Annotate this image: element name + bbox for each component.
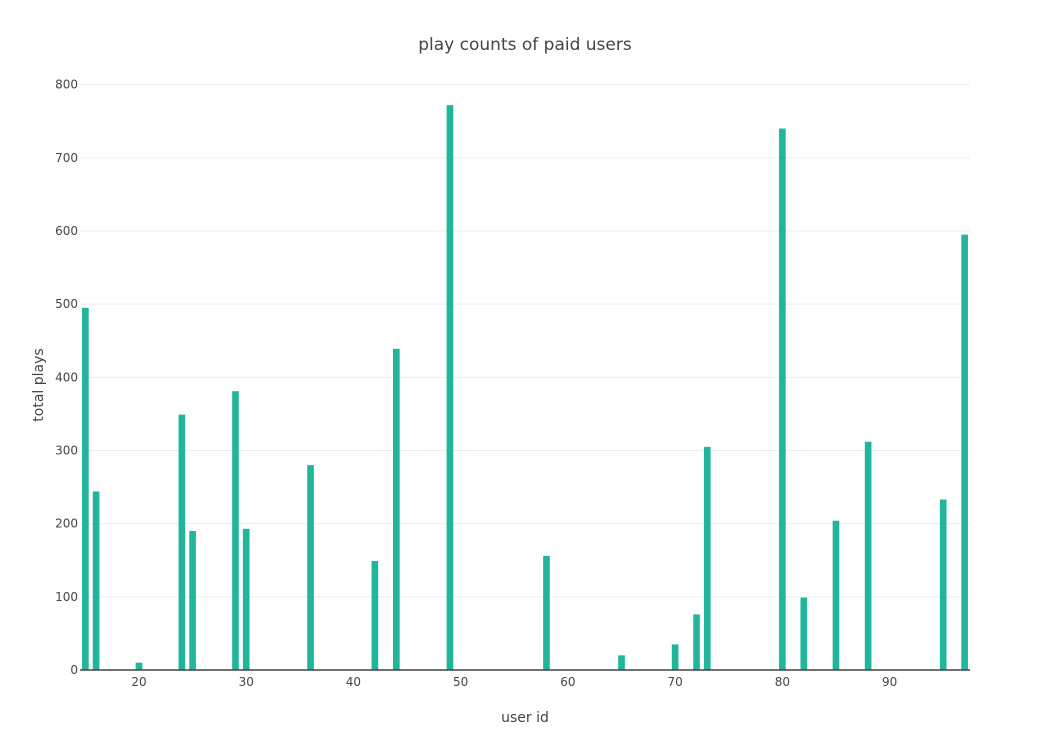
- bar-user-20: [135, 662, 143, 670]
- bar-user-15: [82, 307, 89, 670]
- bar-user-42: [371, 560, 379, 670]
- bar-user-16: [92, 491, 100, 670]
- x-tick-label: 90: [882, 675, 897, 689]
- x-axis-ticks: 20 30 40 50 60 70 80 90: [131, 675, 897, 689]
- bar-user-85: [832, 520, 840, 670]
- bar-user-82: [800, 597, 808, 670]
- y-axis-ticks: 0 100 200 300 400 500 600 700 800: [55, 78, 78, 677]
- bar-user-36: [307, 465, 314, 670]
- bar-user-70: [671, 644, 679, 670]
- y-tick-label: 700: [55, 151, 78, 165]
- y-tick-label: 500: [55, 297, 78, 311]
- bar-user-24: [178, 414, 186, 670]
- y-tick-label: 300: [55, 443, 78, 457]
- bar-user-30: [242, 528, 250, 670]
- bar-user-65: [618, 655, 625, 670]
- x-tick-label: 30: [239, 675, 254, 689]
- bar-user-29: [232, 391, 239, 670]
- x-tick-label: 20: [131, 675, 146, 689]
- chart-title: play counts of paid users: [418, 35, 632, 55]
- x-tick-label: 50: [453, 675, 468, 689]
- bar-user-58: [543, 555, 550, 670]
- bar-user-80: [779, 128, 786, 670]
- grid-lines: [80, 84, 970, 598]
- x-tick-label: 40: [346, 675, 361, 689]
- y-tick-label: 600: [55, 224, 78, 238]
- x-axis-title: user id: [501, 710, 549, 726]
- bar-user-95: [939, 499, 947, 670]
- x-tick-label: 60: [560, 675, 575, 689]
- y-tick-label: 200: [55, 517, 78, 531]
- y-axis-title: total plays: [31, 348, 47, 421]
- bars: [82, 105, 968, 670]
- bar-user-25: [189, 530, 196, 670]
- bar-user-73: [703, 446, 711, 670]
- y-tick-label: 0: [70, 663, 78, 677]
- bar-user-88: [864, 441, 872, 670]
- x-tick-label: 70: [667, 675, 682, 689]
- bar-user-49: [446, 105, 454, 670]
- x-tick-label: 80: [775, 675, 790, 689]
- y-tick-label: 400: [55, 370, 78, 384]
- y-tick-label: 100: [55, 590, 78, 604]
- bar-user-72: [693, 614, 700, 670]
- y-tick-label: 800: [55, 78, 78, 92]
- bar-user-44: [393, 348, 400, 670]
- bar-user-97: [961, 234, 968, 670]
